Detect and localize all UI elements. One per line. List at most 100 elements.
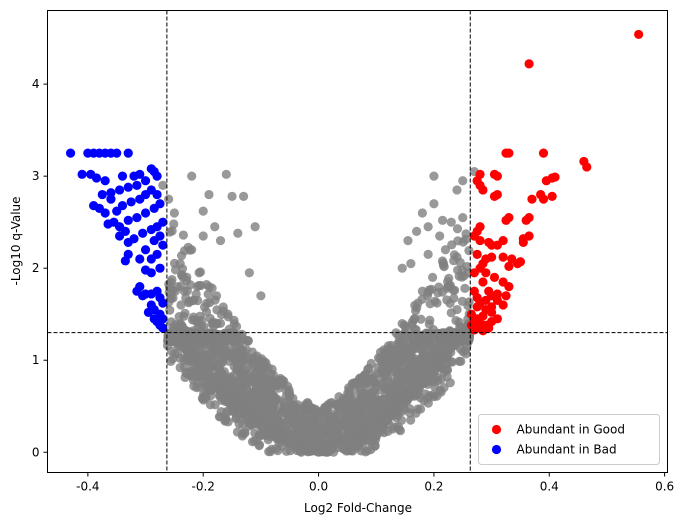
- data-point: [135, 254, 145, 264]
- neutral-point: [215, 235, 226, 246]
- neutral-point: [415, 393, 426, 403]
- neutral-point: [265, 446, 276, 457]
- data-point: [472, 293, 482, 303]
- legend: Abundant in Good Abundant in Bad: [478, 414, 660, 465]
- neutral-point: [178, 272, 188, 282]
- neutral-point: [182, 368, 192, 379]
- neutral-point: [382, 376, 392, 386]
- neutral-point: [242, 352, 252, 362]
- neutral-point: [262, 406, 272, 416]
- neutral-point: [282, 420, 292, 430]
- neutral-point: [435, 385, 445, 396]
- y-tick-label: 1: [32, 353, 40, 367]
- plot-frame: [47, 10, 668, 473]
- neutral-point: [430, 356, 440, 367]
- neutral-point: [347, 422, 357, 432]
- data-point: [478, 185, 488, 195]
- neutral-point: [170, 349, 180, 359]
- neutral-point: [170, 336, 180, 346]
- neutral-point: [423, 249, 433, 259]
- neutral-point: [240, 427, 250, 437]
- neutral-point: [333, 437, 343, 447]
- neutral-point: [164, 194, 174, 204]
- neutral-point: [460, 283, 470, 294]
- neutral-point: [297, 431, 307, 442]
- neutral-point: [234, 419, 244, 429]
- neutral-point: [440, 365, 450, 375]
- data-point: [140, 245, 151, 255]
- neutral-point: [209, 347, 219, 357]
- data-point: [97, 189, 107, 200]
- data-point: [155, 263, 165, 273]
- neutral-point: [197, 362, 208, 372]
- neutral-point: [371, 431, 381, 441]
- neutral-point: [170, 265, 181, 275]
- x-tick-label: 0.6: [655, 480, 674, 494]
- neutral-point: [357, 373, 368, 383]
- data-point: [135, 169, 145, 179]
- neutral-point: [331, 415, 341, 425]
- neutral-point: [276, 404, 286, 414]
- threshold-lines: [47, 10, 668, 473]
- x-tick-label: 0.2: [424, 480, 443, 494]
- data-point: [117, 201, 128, 211]
- data-point: [501, 291, 511, 301]
- neutral-point: [198, 206, 208, 216]
- data-point: [472, 249, 482, 259]
- neutral-point: [288, 393, 298, 403]
- neutral-point: [198, 231, 208, 241]
- neutral-point: [175, 362, 185, 373]
- neutral-point: [169, 219, 179, 229]
- neutral-point: [187, 171, 197, 181]
- data-point: [518, 237, 528, 248]
- data-point: [158, 298, 168, 308]
- neutral-point: [441, 353, 452, 364]
- data-point: [547, 191, 557, 201]
- neutral-point: [404, 381, 414, 391]
- neutral-point: [362, 446, 373, 456]
- data-point: [103, 219, 113, 229]
- neutral-point: [397, 263, 407, 273]
- data-point: [143, 307, 154, 317]
- neutral-point: [268, 370, 278, 380]
- neutral-point: [357, 403, 368, 413]
- neutral-point: [454, 271, 464, 281]
- neutral-point: [230, 399, 240, 410]
- x-tick-label: 0.0: [309, 480, 328, 494]
- data-point: [504, 261, 514, 271]
- neutral-point: [370, 441, 380, 451]
- neutral-point: [180, 308, 190, 318]
- neutral-point: [464, 246, 474, 256]
- neutral-point: [203, 371, 213, 381]
- neutral-point: [429, 171, 439, 181]
- neutral-point: [381, 354, 391, 364]
- neutral-point: [242, 370, 252, 380]
- neutral-point: [417, 286, 427, 296]
- neutral-point: [446, 308, 456, 318]
- data-point: [106, 188, 116, 198]
- neutral-point: [451, 340, 461, 351]
- neutral-point: [367, 390, 377, 400]
- legend-marker: [491, 424, 502, 435]
- data-point: [489, 191, 500, 201]
- neutral-point: [458, 237, 468, 247]
- neutral-point: [234, 351, 245, 362]
- neutral-point: [428, 272, 438, 282]
- neutral-point: [381, 407, 392, 417]
- data-point: [634, 29, 644, 40]
- neutral-point: [210, 222, 220, 232]
- data-point: [100, 176, 110, 186]
- neutral-point: [164, 287, 174, 297]
- neutral-point: [372, 399, 382, 409]
- neutral-point: [428, 341, 438, 352]
- neutral-point: [212, 318, 222, 328]
- neutral-point: [201, 307, 212, 317]
- data-point: [152, 249, 162, 259]
- significant-points: [65, 29, 644, 336]
- data-point: [126, 197, 136, 207]
- data-point: [117, 171, 128, 181]
- data-point: [158, 240, 168, 250]
- legend-label: Abundant in Good: [517, 423, 626, 437]
- data-point: [466, 320, 477, 330]
- data-point: [123, 148, 133, 158]
